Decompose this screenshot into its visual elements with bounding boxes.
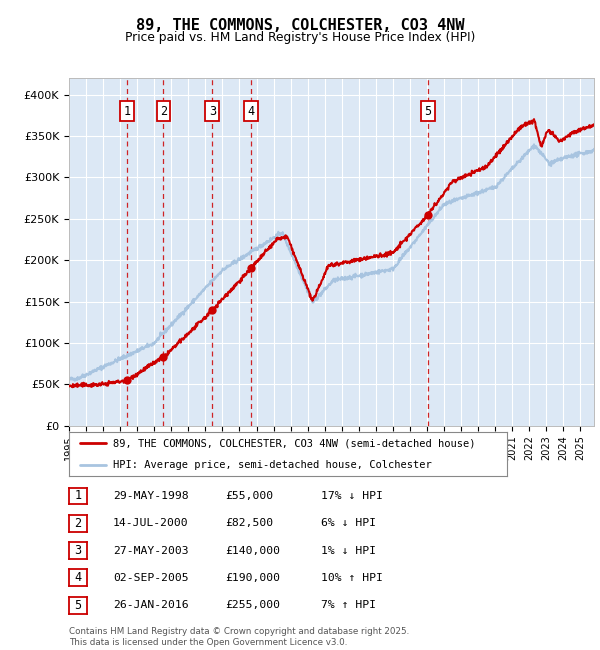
Text: Contains HM Land Registry data © Crown copyright and database right 2025.
This d: Contains HM Land Registry data © Crown c… [69,627,409,647]
Text: 17% ↓ HPI: 17% ↓ HPI [321,491,383,501]
Text: 27-MAY-2003: 27-MAY-2003 [113,545,188,556]
Text: 26-JAN-2016: 26-JAN-2016 [113,600,188,610]
Text: 6% ↓ HPI: 6% ↓ HPI [321,518,376,528]
Text: £190,000: £190,000 [225,573,280,583]
Text: Price paid vs. HM Land Registry's House Price Index (HPI): Price paid vs. HM Land Registry's House … [125,31,475,44]
Text: 10% ↑ HPI: 10% ↑ HPI [321,573,383,583]
Text: £255,000: £255,000 [225,600,280,610]
Text: £82,500: £82,500 [225,518,273,528]
Text: 29-MAY-1998: 29-MAY-1998 [113,491,188,501]
Text: 1: 1 [124,105,131,118]
Text: 14-JUL-2000: 14-JUL-2000 [113,518,188,528]
Text: 89, THE COMMONS, COLCHESTER, CO3 4NW (semi-detached house): 89, THE COMMONS, COLCHESTER, CO3 4NW (se… [113,438,475,448]
Text: 2: 2 [74,517,82,530]
Text: £55,000: £55,000 [225,491,273,501]
Text: 1% ↓ HPI: 1% ↓ HPI [321,545,376,556]
Text: £140,000: £140,000 [225,545,280,556]
Text: 7% ↑ HPI: 7% ↑ HPI [321,600,376,610]
Text: 3: 3 [209,105,216,118]
Text: 89, THE COMMONS, COLCHESTER, CO3 4NW: 89, THE COMMONS, COLCHESTER, CO3 4NW [136,18,464,33]
Text: 1: 1 [74,489,82,502]
Text: 5: 5 [74,599,82,612]
Text: HPI: Average price, semi-detached house, Colchester: HPI: Average price, semi-detached house,… [113,460,431,470]
Text: 02-SEP-2005: 02-SEP-2005 [113,573,188,583]
Text: 3: 3 [74,544,82,557]
Text: 4: 4 [247,105,254,118]
Text: 5: 5 [425,105,432,118]
Text: 4: 4 [74,571,82,584]
Text: 2: 2 [160,105,167,118]
